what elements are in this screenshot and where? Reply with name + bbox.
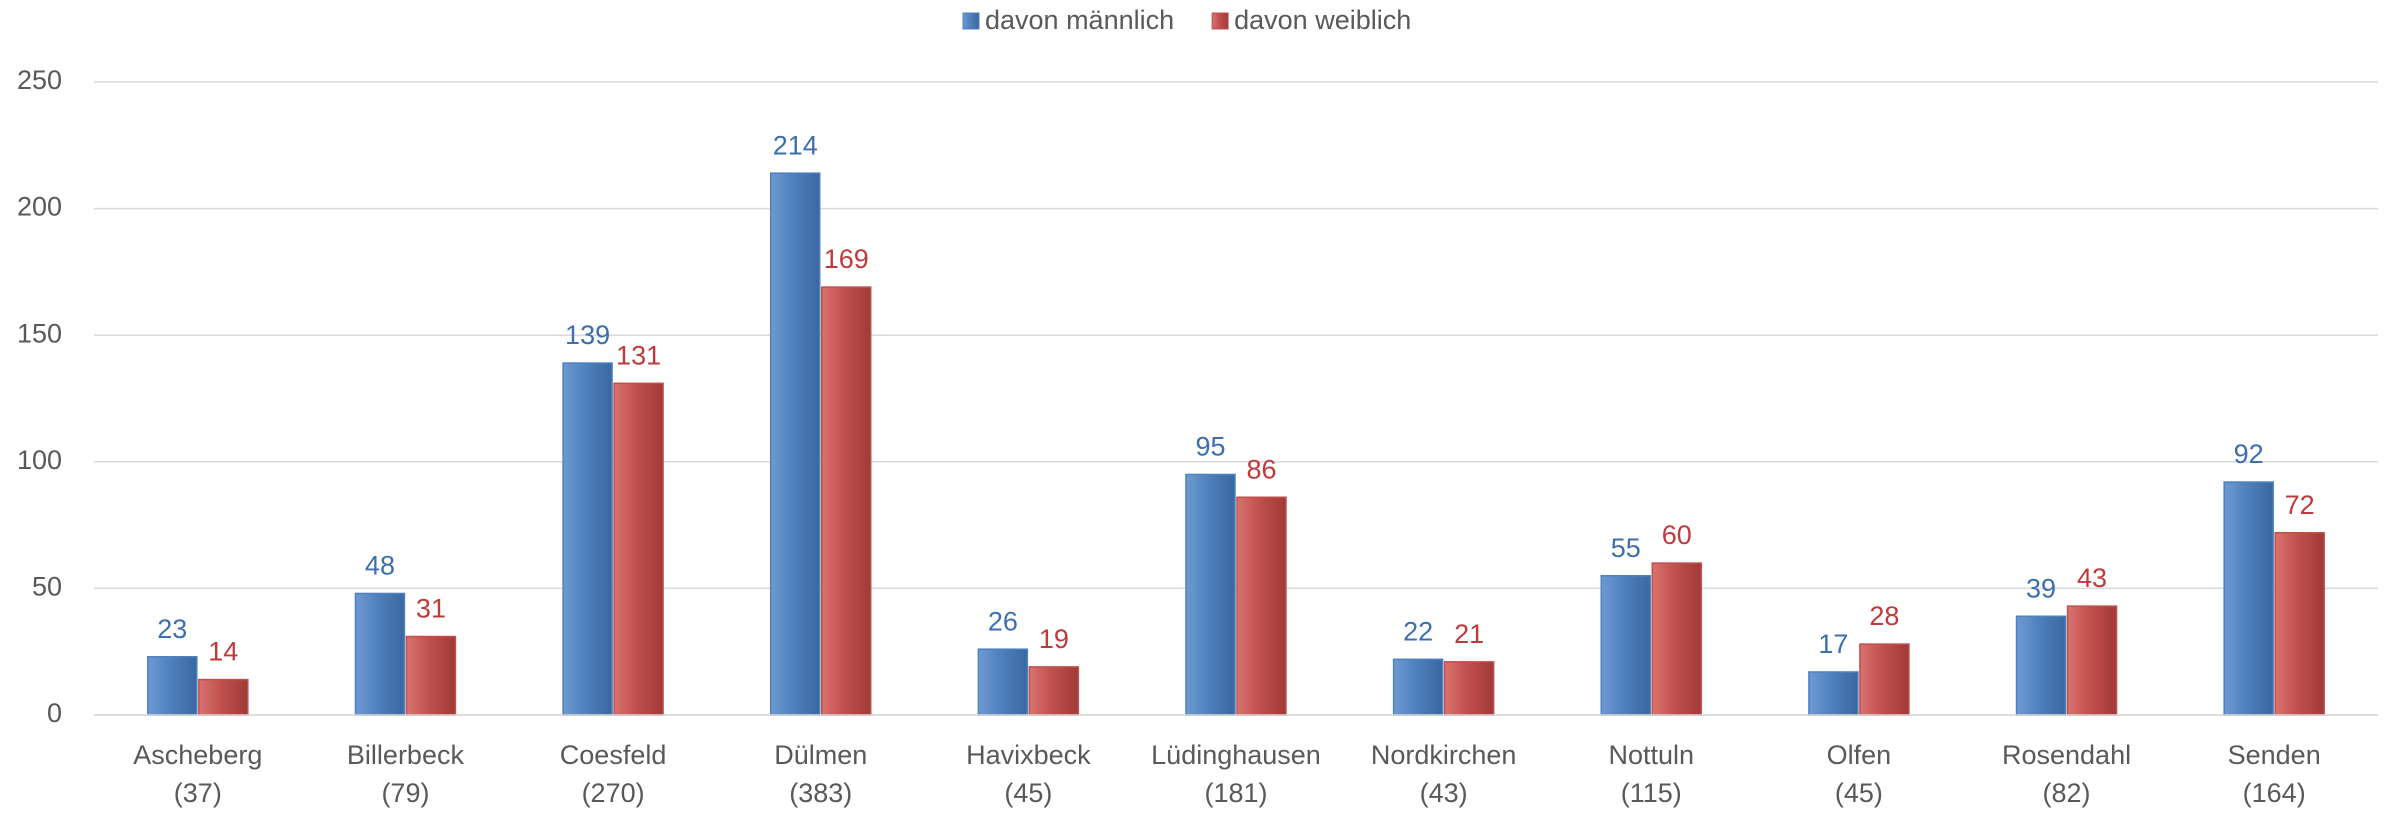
data-label: 169 xyxy=(824,244,869,274)
x-tick-label: (79) xyxy=(381,778,429,808)
data-label: 55 xyxy=(1611,533,1641,563)
data-label: 28 xyxy=(1869,601,1899,631)
legend-label: davon weiblich xyxy=(1234,5,1411,35)
x-tick-label: Billerbeck xyxy=(347,740,465,770)
bar xyxy=(613,382,664,716)
data-label: 21 xyxy=(1454,619,1484,649)
x-tick-label: Ascheberg xyxy=(133,740,262,770)
x-tick-label: Havixbeck xyxy=(966,740,1091,770)
x-tick-label: (37) xyxy=(174,778,222,808)
x-tick-label: Rosendahl xyxy=(2002,740,2131,770)
x-tick-label: (115) xyxy=(1621,778,1682,808)
bar xyxy=(198,678,249,716)
data-label: 14 xyxy=(208,637,238,667)
x-tick-label: Olfen xyxy=(1827,740,1892,770)
bar xyxy=(1600,574,1652,716)
bar xyxy=(1028,666,1080,716)
data-label: 131 xyxy=(616,340,661,370)
data-label: 31 xyxy=(416,594,446,624)
y-tick-label: 100 xyxy=(17,445,62,475)
data-label: 72 xyxy=(2285,490,2315,520)
data-label: 23 xyxy=(157,614,187,644)
data-label: 95 xyxy=(1195,432,1225,462)
bar xyxy=(1392,658,1444,716)
bar xyxy=(1859,643,1910,716)
bar xyxy=(562,362,613,716)
legend-swatch xyxy=(1211,12,1229,30)
data-label: 22 xyxy=(1403,616,1433,646)
data-label: 43 xyxy=(2077,563,2107,593)
bar xyxy=(1808,671,1859,716)
bar xyxy=(1443,661,1495,716)
data-label: 48 xyxy=(365,551,395,581)
y-tick-label: 200 xyxy=(17,192,62,222)
x-tick-label: Senden xyxy=(2228,740,2321,770)
bar xyxy=(769,172,821,716)
x-tick-label: (383) xyxy=(789,778,852,808)
data-label: 26 xyxy=(988,606,1018,636)
bar xyxy=(1651,562,1703,716)
bar xyxy=(820,286,872,716)
legend-swatch xyxy=(962,12,980,30)
data-label: 86 xyxy=(1246,454,1276,484)
bar xyxy=(2066,605,2118,716)
y-tick-label: 50 xyxy=(32,572,62,602)
x-tick-label: (82) xyxy=(2043,778,2091,808)
y-tick-label: 150 xyxy=(17,318,62,348)
legend-label: davon männlich xyxy=(985,5,1174,35)
x-tick-label: Nordkirchen xyxy=(1371,740,1517,770)
bar xyxy=(2223,481,2274,716)
x-tick-label: (270) xyxy=(582,778,645,808)
x-tick-label: Nottuln xyxy=(1608,740,1694,770)
data-label: 60 xyxy=(1662,520,1692,550)
x-tick-label: Lüdinghausen xyxy=(1151,740,1321,770)
x-tick-label: (45) xyxy=(1835,778,1883,808)
data-label: 39 xyxy=(2026,573,2056,603)
x-tick-label: (45) xyxy=(1004,778,1052,808)
x-tick-label: (43) xyxy=(1420,778,1468,808)
bar xyxy=(1236,496,1287,716)
data-label: 17 xyxy=(1818,629,1848,659)
bar xyxy=(405,635,457,716)
bar xyxy=(977,648,1029,716)
x-tick-label: Coesfeld xyxy=(560,740,667,770)
bar xyxy=(2015,615,2067,716)
bar xyxy=(2274,531,2325,716)
data-label: 19 xyxy=(1039,624,1069,654)
x-tick-label: Dülmen xyxy=(774,740,867,770)
data-label: 214 xyxy=(773,130,818,160)
x-tick-label: (181) xyxy=(1204,778,1267,808)
data-label: 92 xyxy=(2234,439,2264,469)
y-tick-label: 250 xyxy=(17,65,62,95)
data-label: 139 xyxy=(565,320,610,350)
bar xyxy=(1185,473,1236,716)
bar xyxy=(354,592,406,716)
y-tick-label: 0 xyxy=(47,698,62,728)
x-tick-label: (164) xyxy=(2243,778,2306,808)
bar xyxy=(147,656,198,716)
